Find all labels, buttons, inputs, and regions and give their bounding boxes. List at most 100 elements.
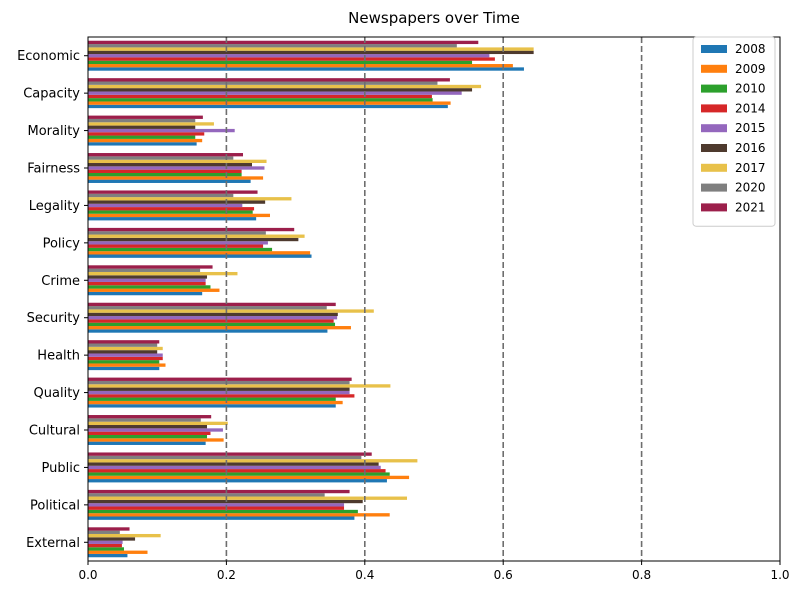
legend-label-2010: 2010 [735,82,766,96]
bar-political-2014 [88,506,345,510]
bar-morality-2008 [88,142,197,146]
chart-title: Newspapers over Time [348,9,520,27]
bar-crime-2016 [88,275,208,279]
bar-external-2020 [88,530,120,534]
legend-label-2017: 2017 [735,161,766,175]
y-tick-label-fairness: Fairness [27,162,80,177]
bar-public-2015 [88,465,381,470]
bar-fairness-2009 [88,176,264,180]
bar-fairness-2010 [88,172,242,177]
bar-security-2008 [88,329,328,333]
bar-economic-2009 [88,64,513,68]
bar-security-2020 [88,306,327,310]
bar-health-2008 [88,366,160,371]
bar-quality-2008 [88,404,336,408]
bar-external-2021 [88,527,130,531]
bar-quality-2016 [88,387,350,391]
bar-morality-2015 [88,128,235,133]
bar-public-2016 [88,462,379,466]
y-tick-label-economic: Economic [17,49,80,64]
bar-quality-2014 [88,394,355,398]
bar-health-2014 [88,356,163,361]
bar-legality-2015 [88,203,243,208]
bar-cultural-2021 [88,415,212,419]
bar-fairness-2017 [88,159,267,164]
reference-lines [225,37,643,561]
bar-fairness-2014 [88,169,242,173]
bar-fairness-2008 [88,179,251,183]
bar-political-2008 [88,516,355,520]
y-tick-label-security: Security [27,311,81,326]
y-tick-label-capacity: Capacity [23,87,80,102]
bar-fairness-2020 [88,156,234,160]
bar-quality-2017 [88,384,391,388]
bar-crime-2020 [88,268,201,272]
bar-security-2009 [88,326,351,330]
bar-political-2017 [88,496,408,500]
legend-swatch-2016 [701,144,727,152]
bar-capacity-2015 [88,91,462,95]
bar-crime-2010 [88,285,211,289]
bar-policy-2010 [88,247,273,252]
bar-economic-2020 [88,44,457,48]
bar-external-2016 [88,537,136,541]
bar-health-2016 [88,350,158,354]
x-tick-label: 0.2 [217,568,236,582]
bar-capacity-2014 [88,94,432,99]
bar-security-2010 [88,322,336,327]
y-tick-label-public: Public [42,461,80,476]
bar-health-2020 [88,343,158,347]
bar-cultural-2020 [88,418,201,422]
y-axis: Economic Capacity Morality Fairness Legality… [17,49,88,551]
bar-public-2017 [88,459,418,463]
bar-political-2021 [88,489,350,494]
bar-external-2009 [88,550,148,554]
y-tick-label-health: Health [37,349,80,364]
bar-morality-2016 [88,125,196,129]
bar-crime-2017 [88,271,238,276]
bar-security-2015 [88,316,338,320]
bar-economic-2008 [88,67,524,71]
bar-health-2021 [88,340,160,344]
x-tick-label: 1.0 [770,568,789,582]
bar-security-2016 [88,312,338,317]
legend-swatch-2010 [701,84,727,93]
bar-policy-2020 [88,231,266,235]
bar-legality-2017 [88,197,292,201]
bar-legality-2021 [88,190,258,194]
bar-economic-2014 [88,57,495,61]
bar-fairness-2021 [88,153,244,157]
bar-cultural-2010 [88,434,208,439]
bar-cultural-2008 [88,441,206,445]
bar-morality-2010 [88,135,196,139]
bar-security-2021 [88,302,336,307]
bar-cultural-2017 [88,421,228,426]
bar-policy-2016 [88,237,299,242]
bar-health-2015 [88,353,163,357]
bar-quality-2010 [88,397,336,401]
bar-external-2008 [88,553,128,558]
bar-capacity-2017 [88,84,482,89]
bar-public-2010 [88,472,390,476]
legend-label-2021: 2021 [735,200,766,214]
legend-label-2009: 2009 [735,62,766,76]
bar-policy-2021 [88,227,295,232]
bar-quality-2020 [88,380,350,385]
bar-economic-2010 [88,60,473,65]
bar-economic-2015 [88,54,490,58]
bar-political-2009 [88,513,390,517]
bar-capacity-2021 [88,78,450,82]
bar-crime-2014 [88,281,206,286]
bar-quality-2015 [88,390,350,395]
legend-swatch-2009 [701,64,727,73]
bar-economic-2017 [88,47,534,51]
legend-label-2008: 2008 [735,42,766,56]
bar-morality-2020 [88,118,196,123]
bar-policy-2014 [88,244,264,248]
legend-label-2014: 2014 [735,101,766,115]
bar-legality-2016 [88,200,266,204]
bar-political-2015 [88,503,345,507]
bar-cultural-2016 [88,425,208,429]
